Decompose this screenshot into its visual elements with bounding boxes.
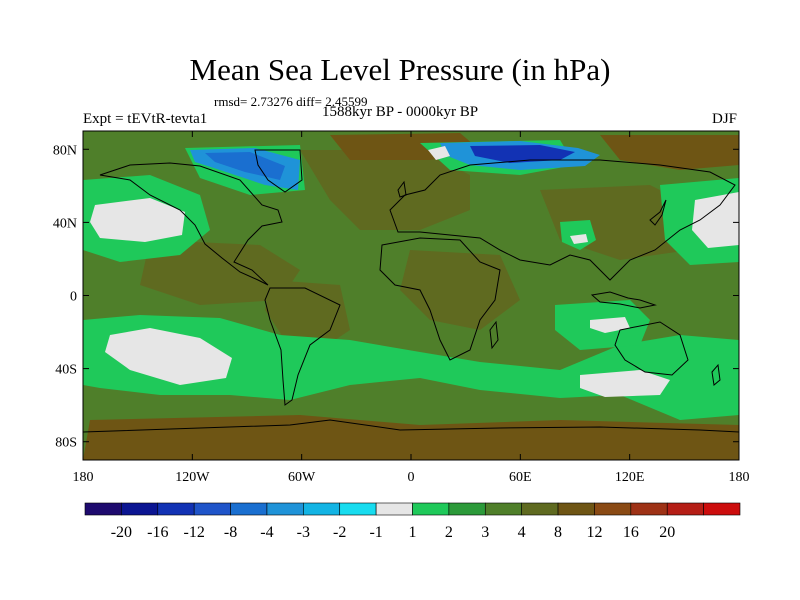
field-patch bbox=[90, 198, 185, 242]
colorbar-label: -20 bbox=[111, 524, 132, 541]
coastline-north-america bbox=[99, 162, 283, 286]
lat-tick-label: 0 bbox=[70, 290, 77, 305]
coastlines bbox=[83, 149, 739, 433]
colorbar-swatch bbox=[703, 502, 741, 516]
field-patch bbox=[205, 152, 285, 180]
field-patch bbox=[590, 317, 630, 333]
field-patch bbox=[470, 145, 575, 163]
colorbar-swatch bbox=[666, 502, 704, 516]
lat-tick-label: 80S bbox=[55, 436, 77, 451]
field-patch bbox=[428, 146, 450, 160]
field-patch bbox=[265, 280, 350, 350]
colorbar-swatch bbox=[303, 502, 341, 516]
colorbar-label: 16 bbox=[623, 524, 639, 541]
period-label: 1588kyr BP - 0000kyr BP bbox=[322, 104, 479, 120]
field-patch bbox=[580, 370, 670, 397]
lon-tick-label: 60W bbox=[288, 470, 316, 485]
colorbar-swatch bbox=[484, 502, 522, 516]
lon-tick-label: 0 bbox=[408, 470, 415, 485]
colorbar: -20 -16 -12 -8 -4 -3 -2 -1 1 2 3 4 8 12 16 20 bbox=[84, 502, 741, 541]
colorbar-swatch bbox=[230, 502, 268, 516]
field-patch bbox=[692, 192, 739, 248]
longitude-axis: 180 120W 60W 0 60E 120E 180 bbox=[73, 131, 750, 485]
coastline-eurasia bbox=[389, 159, 736, 281]
colorbar-label: -2 bbox=[333, 524, 346, 541]
colorbar-label: -1 bbox=[369, 524, 382, 541]
colorbar-swatch bbox=[557, 502, 595, 516]
pressure-field bbox=[83, 131, 739, 460]
lon-tick-label: 120E bbox=[615, 470, 645, 485]
coastline-new-zealand bbox=[711, 363, 721, 386]
lon-tick-label: 180 bbox=[73, 470, 94, 485]
lon-tick-label: 180 bbox=[729, 470, 750, 485]
colorbar-label: 3 bbox=[481, 524, 489, 541]
colorbar-swatch bbox=[375, 502, 413, 516]
colorbar-label: 8 bbox=[554, 524, 562, 541]
lat-tick-label: 40N bbox=[53, 216, 77, 231]
colorbar-swatch bbox=[630, 502, 668, 516]
field-patch bbox=[140, 240, 300, 305]
colorbar-label: 12 bbox=[586, 524, 602, 541]
colorbar-label: 1 bbox=[409, 524, 417, 541]
colorbar-label: -4 bbox=[260, 524, 273, 541]
colorbar-swatch bbox=[521, 502, 559, 516]
rmsd-diff-stats: rmsd= 2.73276 diff= 2.45599 bbox=[214, 94, 368, 109]
lat-tick-label: 40S bbox=[55, 363, 77, 378]
colorbar-swatch bbox=[448, 502, 486, 516]
colorbar-swatch bbox=[193, 502, 231, 516]
coastline-south-america bbox=[264, 287, 341, 406]
lat-tick-label: 80N bbox=[53, 143, 77, 158]
colorbar-swatch bbox=[594, 502, 632, 516]
lon-tick-label: 120W bbox=[175, 470, 210, 485]
map-title: Mean Sea Level Pressure (in hPa) bbox=[189, 52, 611, 87]
coastline-australia bbox=[614, 321, 689, 376]
latitude-axis: 80N 40N 0 40S 80S bbox=[53, 143, 739, 451]
colorbar-label: -16 bbox=[147, 524, 168, 541]
colorbar-swatch bbox=[121, 502, 159, 516]
field-patch bbox=[570, 234, 588, 244]
colorbar-swatch bbox=[412, 502, 450, 516]
coastline-japan bbox=[649, 199, 667, 226]
field-patch bbox=[83, 315, 739, 420]
colorbar-swatch bbox=[84, 502, 122, 516]
field-patch bbox=[105, 328, 232, 385]
colorbar-swatch bbox=[266, 502, 304, 516]
experiment-label: Expt = tEVtR-tevta1 bbox=[83, 111, 208, 127]
season-label: DJF bbox=[712, 111, 738, 127]
colorbar-label: 20 bbox=[659, 524, 675, 541]
field-patch bbox=[600, 135, 739, 170]
coastline-uk bbox=[397, 180, 407, 198]
colorbar-swatch bbox=[157, 502, 195, 516]
coastline-antarctica bbox=[83, 419, 739, 433]
colorbar-label: -3 bbox=[297, 524, 310, 541]
coastline-indonesia bbox=[590, 291, 657, 309]
coastline-madagascar bbox=[489, 320, 499, 350]
lon-tick-label: 60E bbox=[509, 470, 532, 485]
colorbar-label: 4 bbox=[518, 524, 526, 541]
coastline-greenland bbox=[254, 149, 303, 193]
coastline-africa bbox=[379, 237, 501, 361]
colorbar-swatch bbox=[339, 502, 377, 516]
colorbar-label: 2 bbox=[445, 524, 453, 541]
colorbar-label: -8 bbox=[224, 524, 237, 541]
colorbar-label: -12 bbox=[184, 524, 205, 541]
field-patch bbox=[300, 150, 470, 230]
